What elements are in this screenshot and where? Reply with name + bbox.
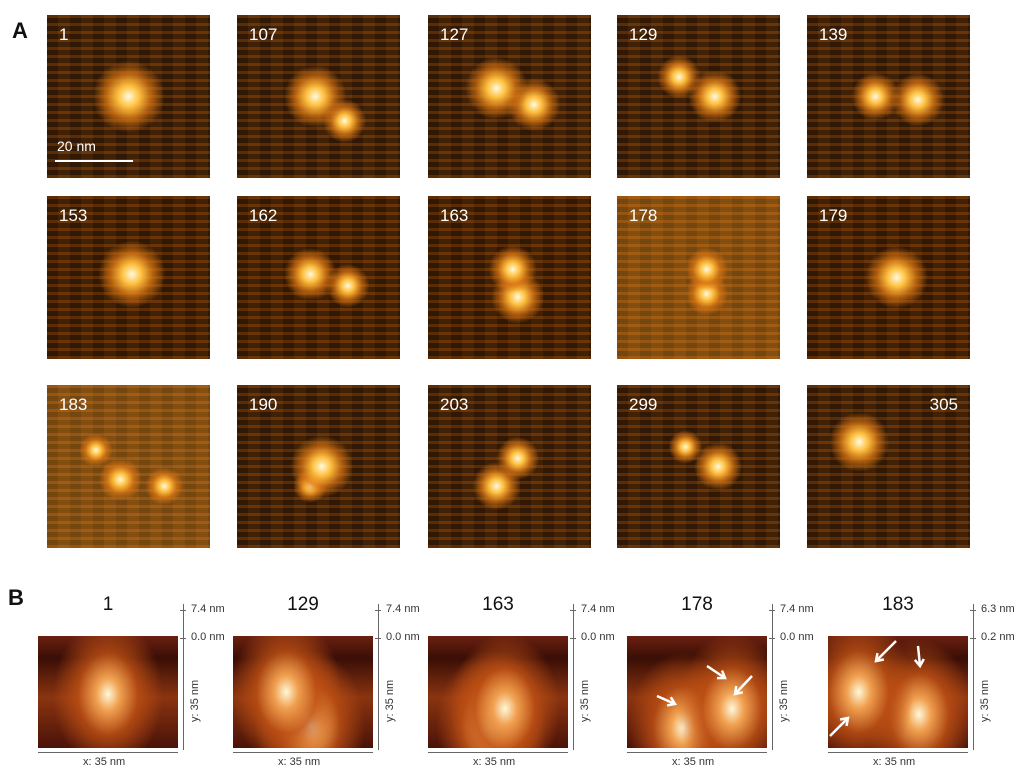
afm-image: 299: [617, 385, 780, 548]
z-top-label: 7.4 nm: [780, 603, 814, 615]
z-bottom-label: 0.0 nm: [191, 631, 225, 643]
frame-number: 139: [819, 25, 847, 45]
z-tick: [769, 638, 775, 639]
x-axis-label: x: 35 nm: [672, 756, 714, 768]
frame-number: 1: [59, 25, 68, 45]
frame-number: 183: [59, 395, 87, 415]
z-axis: [378, 604, 379, 750]
x-axis-label: x: 35 nm: [278, 756, 320, 768]
z-axis: [772, 604, 773, 750]
surface-plot: [38, 636, 178, 748]
z-bottom-label: 0.2 nm: [981, 631, 1015, 643]
z-top-label: 7.4 nm: [386, 603, 420, 615]
z-tick: [970, 638, 976, 639]
x-axis: [38, 752, 178, 753]
panel-label: A: [12, 18, 28, 44]
frame-number: 127: [440, 25, 468, 45]
frame-number: 203: [440, 395, 468, 415]
afm-image: 163: [428, 196, 591, 359]
z-bottom-label: 0.0 nm: [780, 631, 814, 643]
scale-bar-label: 20 nm: [57, 138, 96, 154]
surface-plot: [233, 636, 373, 748]
y-axis-label: y: 35 nm: [384, 680, 396, 722]
afm-image: 139: [807, 15, 970, 178]
frame-number: 305: [930, 395, 958, 415]
y-axis-label: y: 35 nm: [189, 680, 201, 722]
afm-image: 129: [617, 15, 780, 178]
afm-image: 183: [47, 385, 210, 548]
afm-image: 190: [237, 385, 400, 548]
y-axis-label: y: 35 nm: [778, 680, 790, 722]
afm-image: 107: [237, 15, 400, 178]
z-tick: [375, 610, 381, 611]
afm-image: 203: [428, 385, 591, 548]
z-bottom-label: 0.0 nm: [386, 631, 420, 643]
z-tick: [769, 610, 775, 611]
x-axis: [828, 752, 968, 753]
x-axis-label: x: 35 nm: [83, 756, 125, 768]
frame-number: 129: [629, 25, 657, 45]
z-top-label: 6.3 nm: [981, 603, 1015, 615]
surface-plot: [828, 636, 968, 748]
z-tick: [180, 638, 186, 639]
afm-image: 1 20 nm: [47, 15, 210, 178]
x-axis: [627, 752, 767, 753]
arrow: [876, 641, 896, 661]
z-bottom-label: 0.0 nm: [581, 631, 615, 643]
afm-image: 305: [807, 385, 970, 548]
afm-image: 179: [807, 196, 970, 359]
y-axis-label: y: 35 nm: [979, 680, 991, 722]
frame-number: 179: [819, 206, 847, 226]
arrows: [627, 636, 767, 748]
z-tick: [180, 610, 186, 611]
z-top-label: 7.4 nm: [581, 603, 615, 615]
x-axis-label: x: 35 nm: [473, 756, 515, 768]
z-axis: [183, 604, 184, 750]
frame-number: 153: [59, 206, 87, 226]
figure: A B 1 20 nm 107 127 129 139 153 162 163 178 179 183…: [0, 0, 1019, 770]
z-tick: [570, 610, 576, 611]
afm-image: 178: [617, 196, 780, 359]
x-axis-label: x: 35 nm: [873, 756, 915, 768]
arrow: [830, 718, 848, 736]
afm-image: 127: [428, 15, 591, 178]
arrow: [735, 676, 752, 694]
z-tick: [375, 638, 381, 639]
frame-number: 163: [440, 206, 468, 226]
frame-number: 107: [249, 25, 277, 45]
frame-number: 190: [249, 395, 277, 415]
frame-number: 162: [249, 206, 277, 226]
frame-title: 178: [627, 594, 767, 616]
x-axis: [428, 752, 568, 753]
afm-image: 153: [47, 196, 210, 359]
frame-number: 299: [629, 395, 657, 415]
frame-title: 129: [233, 594, 373, 616]
surface-plot: [627, 636, 767, 748]
z-tick: [570, 638, 576, 639]
frame-title: 183: [828, 594, 968, 616]
scale-bar: [55, 160, 133, 162]
y-axis-label: y: 35 nm: [579, 680, 591, 722]
frame-number: 178: [629, 206, 657, 226]
z-top-label: 7.4 nm: [191, 603, 225, 615]
surface-plot: [428, 636, 568, 748]
z-axis: [973, 604, 974, 750]
z-axis: [573, 604, 574, 750]
panel-label: B: [8, 585, 24, 611]
frame-title: 163: [428, 594, 568, 616]
frame-title: 1: [38, 594, 178, 616]
x-axis: [233, 752, 373, 753]
z-tick: [970, 610, 976, 611]
afm-image: 162: [237, 196, 400, 359]
arrows: [828, 636, 968, 748]
